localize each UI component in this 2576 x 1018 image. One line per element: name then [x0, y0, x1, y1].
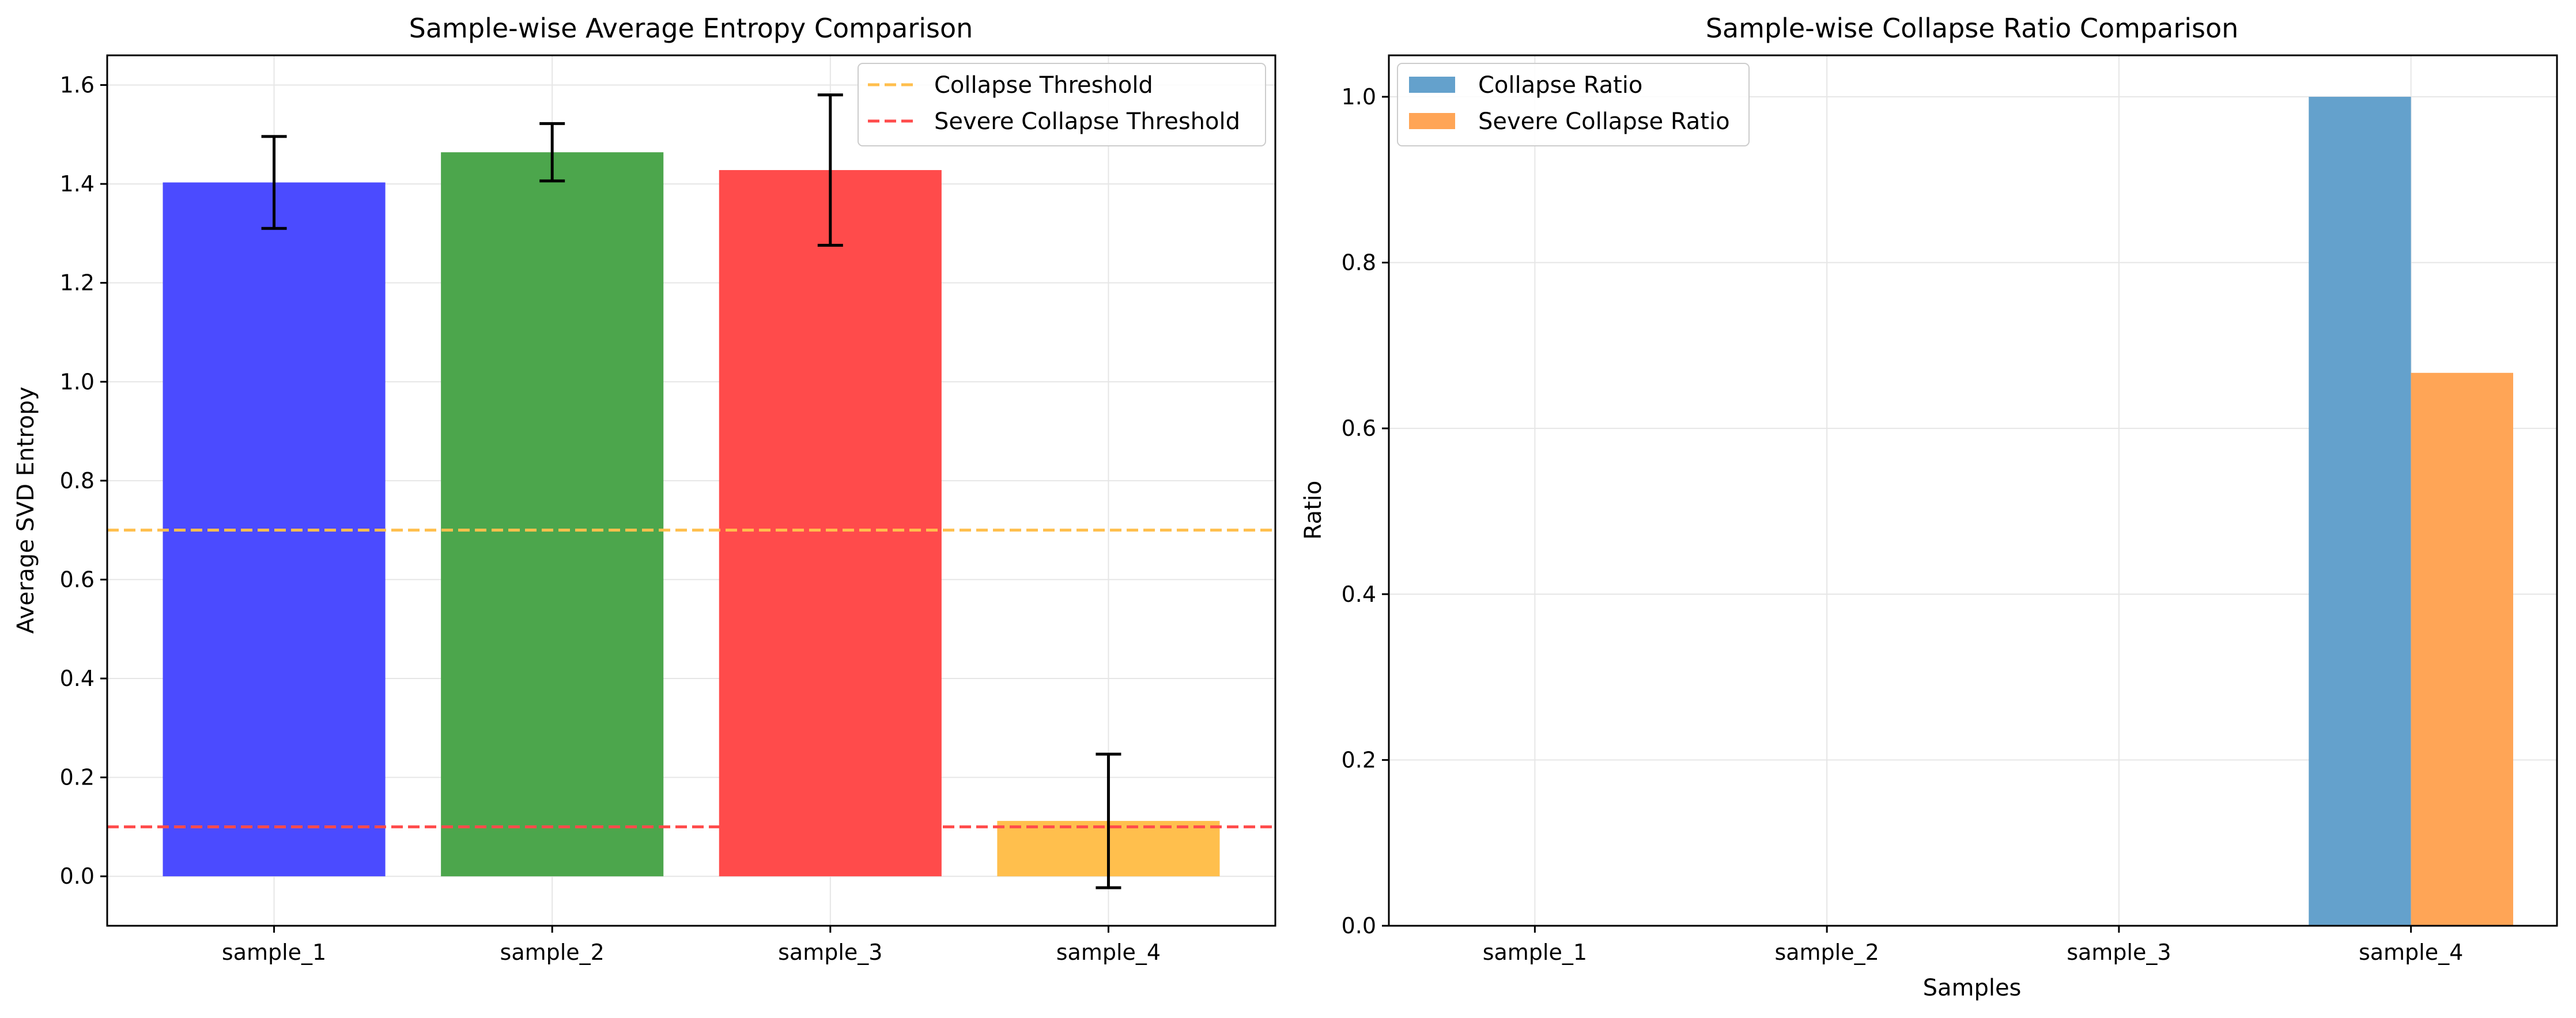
y-tick-label: 0.0	[1342, 913, 1376, 938]
bar-sample_3	[719, 170, 942, 877]
x-tick-label: sample_1	[1483, 940, 1587, 965]
collapse-ratio-chart-x-ticks: sample_1 sample_2 sample_3 sample_4	[1483, 926, 2463, 965]
x-tick-label: sample_3	[778, 940, 882, 965]
entropy-chart-legend: Collapse Threshold Severe Collapse Thresh…	[858, 63, 1266, 146]
collapse-ratio-chart-y-ticks: 0.0 0.2 0.4 0.6 0.8 1.0	[1342, 84, 1389, 938]
y-tick-label: 1.4	[60, 171, 95, 197]
x-tick-label: sample_3	[2067, 940, 2171, 965]
legend-label: Collapse Ratio	[1478, 72, 1642, 99]
entropy-chart-x-ticks: sample_1 sample_2 sample_3 sample_4	[222, 926, 1161, 965]
collapse-ratio-chart-bars	[2309, 96, 2513, 926]
y-tick-label: 0.2	[1342, 747, 1376, 772]
legend-swatch	[1409, 113, 1455, 129]
collapse-ratio-chart-legend: Collapse Ratio Severe Collapse Ratio	[1397, 63, 1750, 146]
collapse-ratio-chart-title: Sample-wise Collapse Ratio Comparison	[1706, 13, 2239, 44]
y-tick-label: 0.6	[60, 567, 95, 592]
x-tick-label: sample_2	[500, 940, 605, 965]
y-tick-label: 1.0	[60, 369, 95, 394]
y-tick-label: 0.0	[60, 864, 95, 889]
entropy-chart-title: Sample-wise Average Entropy Comparison	[409, 13, 973, 44]
legend-label: Severe Collapse Ratio	[1478, 108, 1730, 135]
bar-severe-collapse-ratio-sample_4	[2411, 372, 2513, 926]
y-tick-label: 0.6	[1342, 416, 1376, 441]
collapse-ratio-chart-ylabel: Ratio	[1300, 481, 1327, 540]
legend-box	[1397, 63, 1750, 146]
y-tick-label: 0.4	[60, 666, 95, 691]
legend-box	[858, 63, 1266, 146]
entropy-chart-ylabel: Average SVD Entropy	[13, 387, 39, 634]
x-tick-label: sample_4	[1056, 940, 1161, 965]
collapse-ratio-chart: Sample-wise Collapse Ratio Comparison Ra…	[1300, 13, 2558, 1001]
y-tick-label: 1.6	[60, 72, 95, 97]
entropy-chart-bars	[163, 152, 1220, 877]
legend-swatch	[1409, 77, 1455, 93]
entropy-chart-error-bars	[261, 93, 1121, 889]
legend-label: Collapse Threshold	[934, 72, 1153, 99]
y-tick-label: 0.4	[1342, 582, 1376, 607]
legend-label: Severe Collapse Threshold	[934, 108, 1240, 135]
y-tick-label: 0.8	[60, 468, 95, 493]
entropy-chart-frame	[106, 54, 1276, 927]
y-tick-label: 1.0	[1342, 84, 1376, 110]
entropy-chart-threshold-lines	[107, 529, 1275, 828]
collapse-ratio-chart-xlabel: Samples	[1923, 975, 2022, 1001]
y-tick-label: 1.2	[60, 270, 95, 296]
entropy-chart-y-ticks: 0.0 0.2 0.4 0.6 0.8 1.0 1.2 1.4 1.6	[60, 72, 107, 889]
entropy-chart: Sample-wise Average Entropy Comparison A…	[13, 13, 1276, 965]
x-tick-label: sample_4	[2359, 940, 2463, 965]
collapse-ratio-chart-frame	[1388, 54, 2558, 927]
y-tick-label: 0.8	[1342, 250, 1376, 276]
y-tick-label: 0.2	[60, 765, 95, 790]
x-tick-label: sample_1	[222, 940, 326, 965]
x-tick-label: sample_2	[1774, 940, 1879, 965]
bar-collapse-ratio-sample_4	[2309, 96, 2411, 926]
bar-sample_2	[441, 152, 664, 877]
